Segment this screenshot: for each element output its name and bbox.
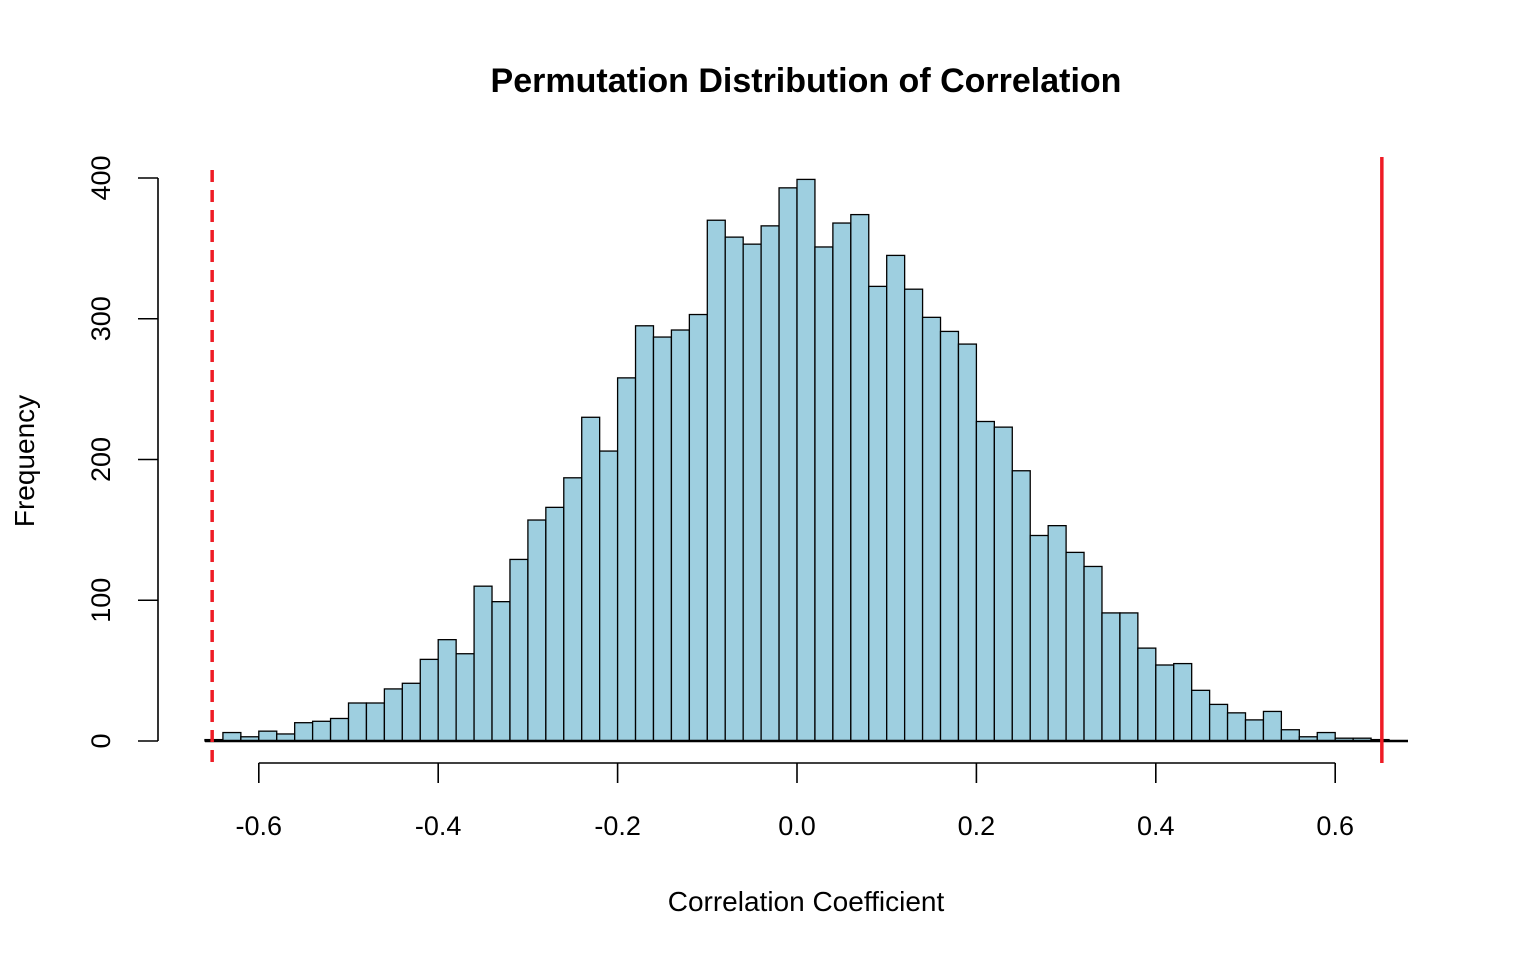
x-tick-label: 0.4 <box>1137 811 1175 841</box>
histogram-bar <box>850 213 870 742</box>
x-tick-label: -0.4 <box>415 811 462 841</box>
histogram-bar <box>563 477 583 742</box>
histogram-bar <box>652 336 673 742</box>
histogram-bar <box>1047 525 1067 742</box>
x-axis: -0.6 -0.4 -0.2 0.0 0.2 0.4 0.6 <box>236 762 1354 841</box>
histogram-bar <box>473 585 493 742</box>
histogram-bar <box>957 343 978 742</box>
histogram-bar <box>329 717 350 742</box>
histogram-bar <box>778 187 798 742</box>
histogram-bar <box>222 731 242 742</box>
y-axis: 0 100 200 300 400 <box>86 155 159 749</box>
histogram-bar <box>437 639 457 742</box>
histogram-bar <box>670 329 691 742</box>
histogram-bar <box>1208 703 1229 742</box>
histogram-bar <box>724 236 744 742</box>
histogram-bar <box>832 222 852 742</box>
histogram-bar <box>921 316 942 742</box>
histogram-bar <box>311 720 332 742</box>
histogram-bar <box>1137 647 1157 742</box>
histogram-bar <box>1011 470 1031 742</box>
y-tick-label: 0 <box>86 733 116 748</box>
histogram-bar <box>455 653 475 742</box>
histogram-bar <box>886 254 906 742</box>
histogram-bar <box>868 285 888 742</box>
histogram-bar <box>383 688 403 742</box>
histogram-bar <box>616 377 637 742</box>
histogram-bar <box>509 558 529 742</box>
histogram-bar <box>1029 534 1049 742</box>
histogram-bar <box>688 313 708 742</box>
histogram-bar <box>419 658 439 742</box>
y-axis-label: Frequency <box>9 395 40 527</box>
histogram-bar <box>742 243 762 742</box>
histogram-bar <box>1083 565 1103 742</box>
histogram-bar <box>581 416 601 742</box>
x-tick-label: 0.0 <box>778 811 816 841</box>
y-tick-label: 300 <box>86 296 116 341</box>
histogram-bar <box>258 730 278 742</box>
chart-title: Permutation Distribution of Correlation <box>491 62 1122 100</box>
histogram-bar <box>993 426 1013 742</box>
x-axis-label: Correlation Coefficient <box>668 886 945 917</box>
histogram-bar <box>975 420 995 742</box>
histogram-bar <box>1119 612 1139 742</box>
histogram-bar <box>401 682 421 742</box>
histogram-bar <box>1316 731 1336 742</box>
histogram-bar <box>814 246 834 742</box>
histogram-bar <box>1226 712 1247 742</box>
histogram-bar <box>1155 664 1175 742</box>
histogram-bar <box>939 330 960 742</box>
histogram-bar <box>760 225 780 742</box>
x-tick-label: -0.6 <box>236 811 283 841</box>
x-tick-label: 0.6 <box>1316 811 1354 841</box>
histogram-bar <box>545 506 565 742</box>
y-tick-label: 400 <box>86 155 116 200</box>
histogram-bar <box>1244 719 1265 742</box>
histogram-bar <box>527 519 547 742</box>
histogram-bar <box>1101 612 1121 742</box>
reference-lines <box>210 157 1384 763</box>
histogram-bar <box>634 325 655 742</box>
histogram-bar <box>347 702 368 742</box>
histogram-bar <box>365 702 386 742</box>
histogram-bar <box>1191 689 1211 742</box>
histogram-bar <box>796 178 816 742</box>
histogram-bar <box>903 288 924 742</box>
histogram-bar <box>1262 710 1283 742</box>
histogram-bar <box>1065 551 1085 742</box>
histogram-bar <box>599 450 619 742</box>
y-tick-label: 100 <box>86 578 116 623</box>
x-tick-label: 0.2 <box>958 811 996 841</box>
histogram-bars <box>204 178 1408 743</box>
histogram-bar <box>491 601 511 742</box>
histogram-bar <box>1280 729 1300 742</box>
histogram-bar <box>706 219 726 742</box>
y-tick-label: 200 <box>86 437 116 482</box>
histogram-bar <box>1173 662 1193 742</box>
histogram-bar <box>294 722 314 742</box>
x-tick-label: -0.2 <box>594 811 641 841</box>
